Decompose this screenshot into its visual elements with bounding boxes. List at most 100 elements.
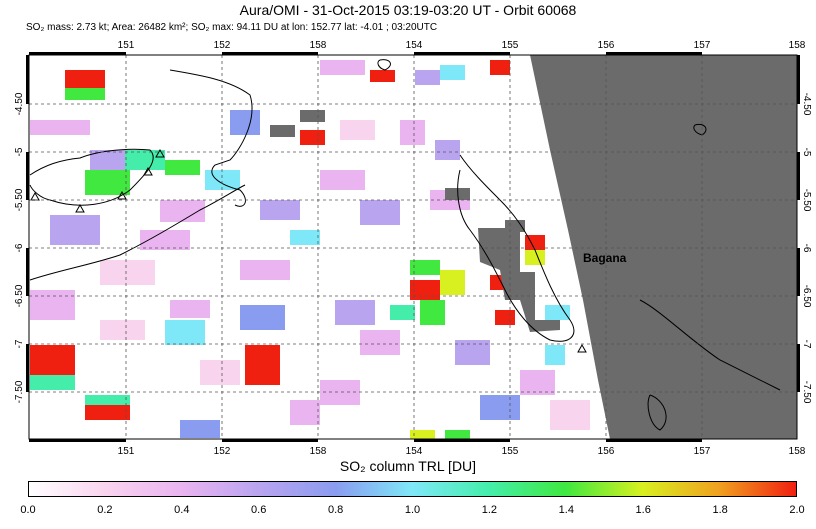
so2-pixel <box>245 345 280 385</box>
x-tick-label-bottom: 152 <box>214 446 231 457</box>
y-tick-label-right: -6.50 <box>801 285 812 308</box>
so2-pixel <box>320 60 365 75</box>
so2-pixel <box>390 305 415 320</box>
frame-segment <box>222 52 318 55</box>
colorbar-tick-label: 1.4 <box>558 504 574 516</box>
colorbar-tick-label: 0.0 <box>20 504 36 516</box>
frame-segment <box>797 55 800 104</box>
x-tick-label-top: 158 <box>310 40 327 51</box>
colorbar-tick-label: 0.8 <box>327 504 344 516</box>
frame-segment <box>29 439 126 442</box>
frame-segment <box>26 248 29 296</box>
so2-pixel <box>480 395 520 420</box>
frame-segment <box>797 152 800 200</box>
x-tick-label-bottom: 158 <box>789 446 806 457</box>
colorbar-tick-label: 0.2 <box>97 504 113 516</box>
frame-segment <box>606 52 702 55</box>
frame-segment <box>26 55 29 104</box>
so2-pixel <box>545 345 565 365</box>
frame-segment <box>414 439 510 442</box>
volcano-marker <box>75 203 85 213</box>
so2-pixel <box>495 310 515 325</box>
frame-segment <box>26 344 29 392</box>
small-island-1 <box>377 59 391 71</box>
colorbar-tick-label: 0.6 <box>251 504 267 516</box>
so2-pixel <box>165 320 205 345</box>
map-frame <box>26 52 800 442</box>
so2-pixel <box>50 215 100 245</box>
so2-pixel <box>65 88 105 100</box>
map-title: Aura/OMI - 31-Oct-2015 03:19-03:20 UT - … <box>239 2 577 18</box>
y-tick-label-right: -7 <box>801 340 812 349</box>
so2-pixel <box>435 140 460 160</box>
so2-pixel <box>260 200 300 220</box>
so2-pixel <box>140 230 190 250</box>
so2-pixel <box>445 430 470 439</box>
so2-pixel <box>320 170 365 190</box>
x-tick-label-top: 158 <box>789 40 806 51</box>
so2-pixel <box>240 260 290 280</box>
y-tick-label-left: -7 <box>14 339 25 348</box>
so2-pixel <box>290 400 320 425</box>
so2-pixel <box>165 160 200 175</box>
colorbar-title: SO₂ column TRL [DU] <box>339 458 477 474</box>
so2-pixel <box>85 395 130 405</box>
so2-pixel <box>415 70 440 85</box>
x-tick-label-top: 154 <box>406 40 423 51</box>
so2-pixel <box>180 420 220 438</box>
x-tick-label-bottom: 158 <box>310 446 327 457</box>
so2-pixel <box>360 330 400 355</box>
colorbar-tick-label: 1.2 <box>481 504 498 516</box>
y-tick-label-right: -5.50 <box>801 189 812 212</box>
small-island-2 <box>647 394 667 431</box>
frame-segment <box>26 152 29 200</box>
so2-pixel <box>85 170 130 195</box>
y-tick-label-right: -7.50 <box>801 381 812 404</box>
so2-pixel <box>520 370 555 395</box>
so2-pixel <box>100 320 145 340</box>
no-data-cell <box>270 125 295 137</box>
frame-segment <box>606 439 702 442</box>
new-ireland-coast <box>169 69 253 207</box>
frame-segment <box>29 52 126 55</box>
x-tick-label-top: 152 <box>214 40 231 51</box>
frame-segment <box>797 248 800 296</box>
so2-pixel <box>410 280 440 300</box>
y-tick-label-left: -5 <box>14 147 25 156</box>
so2-pixel <box>360 200 400 225</box>
so2-pixel <box>400 120 425 145</box>
colorbar-tick-label: 0.4 <box>174 504 190 516</box>
x-tick-label-bottom: 154 <box>406 446 423 457</box>
bougainville-coast <box>457 154 575 342</box>
volcano-marker <box>155 148 165 158</box>
map-subtitle: SO₂ mass: 2.73 kt; Area: 26482 km²; SO₂ … <box>26 22 438 33</box>
x-tick-label-bottom: 156 <box>598 446 615 457</box>
so2-pixel <box>525 235 545 250</box>
so2-pixel <box>170 300 210 318</box>
y-tick-label-left: -4.50 <box>14 92 25 115</box>
x-tick-label-top: 151 <box>118 40 135 51</box>
so2-pixel <box>490 60 510 75</box>
volcano-label-bagana: Bagana <box>583 251 627 265</box>
volcano-marker <box>143 166 153 176</box>
x-tick-label-top: 156 <box>598 40 615 51</box>
y-tick-label-left: -5.50 <box>14 188 25 211</box>
solomons-coast <box>639 299 781 391</box>
colorbar <box>28 481 797 497</box>
so2-pixel <box>205 170 240 190</box>
so2-pixel <box>335 300 375 325</box>
graticule <box>29 55 797 439</box>
frame-segment <box>414 52 510 55</box>
new-britain-south-coast <box>29 184 246 281</box>
x-tick-label-top: 157 <box>694 40 711 51</box>
so2-pixel <box>410 260 440 275</box>
so2-pixel <box>550 400 590 430</box>
so2-pixel <box>290 230 320 245</box>
frame-segment <box>222 439 318 442</box>
x-tick-label-bottom: 151 <box>118 446 135 457</box>
so2-pixel <box>30 120 90 135</box>
colorbar-tick-label: 1.6 <box>635 504 651 516</box>
frame-segment <box>797 344 800 392</box>
so2-pixel-layer <box>30 60 590 439</box>
